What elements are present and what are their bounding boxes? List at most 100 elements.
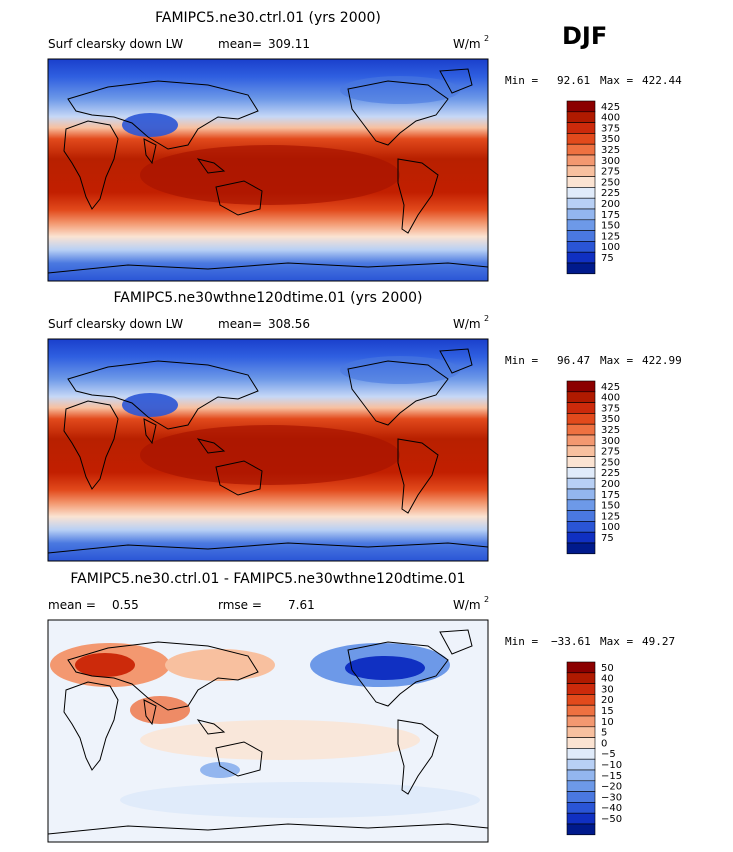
panel-3-title: FAMIPC5.ne30.ctrl.01 - FAMIPC5.ne30wthne…	[70, 571, 465, 587]
colorbar-segment	[566, 467, 596, 479]
colorbar-segment	[566, 704, 596, 717]
panel-3-map	[48, 620, 488, 842]
colorbar-label: −5	[601, 749, 616, 760]
colorbar-segment	[566, 176, 596, 188]
colorbar-segment	[566, 133, 596, 145]
colorbar-segment	[566, 791, 596, 803]
colorbar-label: 5	[601, 728, 607, 739]
colorbar-label: −30	[601, 792, 622, 803]
colorbar-label: 175	[601, 210, 620, 221]
colorbar-segment	[566, 694, 596, 706]
colorbar-segment	[566, 456, 596, 468]
colorbar-label: 175	[601, 490, 620, 501]
colorbar-segment	[566, 748, 596, 760]
colorbar-segment	[566, 683, 596, 695]
panel-3-units: W/m 2	[453, 595, 489, 612]
panel-1-frame	[47, 58, 489, 282]
colorbar-segment	[566, 715, 596, 728]
units-sup: 2	[484, 595, 489, 604]
colorbar-label: 300	[601, 156, 620, 167]
colorbar-segment	[566, 197, 596, 210]
colorbar-label: −50	[601, 814, 622, 825]
colorbar-label: 50	[601, 663, 614, 674]
colorbar-label: 400	[601, 393, 620, 404]
colorbar-label: 100	[601, 522, 620, 533]
colorbar-segment	[566, 413, 596, 425]
colorbar-segment	[566, 445, 596, 457]
panel-1: FAMIPC5.ne30.ctrl.01 (yrs 2000) Surf cle…	[47, 10, 682, 282]
colorbar-label: 200	[601, 479, 620, 490]
panel-3-mean-value: 0.55	[112, 598, 139, 612]
colorbar-label: 30	[601, 684, 614, 695]
colorbar-segment	[566, 100, 596, 113]
panel-1-min-label: Min =	[505, 74, 538, 87]
panel-3-max-label: Max =	[600, 635, 633, 648]
panel-1-title: FAMIPC5.ne30.ctrl.01 (yrs 2000)	[155, 10, 381, 26]
season-label: DJF	[562, 22, 607, 50]
panel-3-frame	[47, 619, 489, 843]
colorbar-segment	[566, 262, 596, 275]
panel-2-max-value: 422.99	[642, 354, 682, 367]
colorbar-label: 425	[601, 382, 620, 393]
panel-1-field: Surf clearsky down LW	[48, 37, 183, 51]
colorbar-label: 125	[601, 511, 620, 522]
colorbar-label: 250	[601, 177, 620, 188]
colorbar-segment	[566, 241, 596, 253]
colorbar-label: 225	[601, 468, 620, 479]
panel-1-units: W/m 2	[453, 34, 489, 51]
panel-1-map	[48, 59, 488, 281]
colorbar-segment	[566, 230, 596, 242]
panel-1-colorbar: 4254003753503253002752502252001751501251…	[566, 100, 620, 275]
colorbar-label: 0	[601, 738, 607, 749]
units-base: W/m	[453, 37, 481, 51]
colorbar-label: 100	[601, 242, 620, 253]
panel-3-rmse-value: 7.61	[288, 598, 315, 612]
panel-1-min-value: 92.61	[557, 74, 590, 87]
units-base: W/m	[453, 317, 481, 331]
colorbar-label: 250	[601, 457, 620, 468]
colorbar-label: 150	[601, 221, 620, 232]
colorbar-label: 10	[601, 717, 614, 728]
panel-3-min-label: Min =	[505, 635, 538, 648]
colorbar-segment	[566, 208, 596, 221]
colorbar-label: 350	[601, 134, 620, 145]
panel-1-mean-value: 309.11	[268, 37, 310, 51]
colorbar-label: 400	[601, 113, 620, 124]
panel-2-units: W/m 2	[453, 314, 489, 331]
colorbar-segment	[566, 726, 596, 738]
colorbar-segment	[566, 111, 596, 123]
units-sup: 2	[484, 314, 489, 323]
colorbar-segment	[566, 521, 596, 533]
colorbar-segment	[566, 391, 596, 403]
colorbar-segment	[566, 542, 596, 555]
units-sup: 2	[484, 34, 489, 43]
colorbar-segment	[566, 187, 596, 199]
colorbar-label: 15	[601, 706, 614, 717]
colorbar-label: 375	[601, 403, 620, 414]
colorbar-segment	[566, 672, 596, 684]
colorbar-label: 325	[601, 145, 620, 156]
panel-2-colorbar: 4254003753503253002752502252001751501251…	[566, 380, 620, 555]
panel-2-field: Surf clearsky down LW	[48, 317, 183, 331]
colorbar-segment	[566, 154, 596, 167]
colorbar-segment	[566, 251, 596, 264]
colorbar-segment	[566, 802, 596, 814]
units-base: W/m	[453, 598, 481, 612]
colorbar-segment	[566, 122, 596, 134]
colorbar-label: 20	[601, 695, 614, 706]
colorbar-segment	[566, 165, 596, 177]
colorbar-segment	[566, 780, 596, 792]
panel-2-frame	[47, 338, 489, 562]
colorbar-segment	[566, 531, 596, 544]
panel-3-mean-label: mean =	[48, 598, 96, 612]
panel-2-mean-value: 308.56	[268, 317, 310, 331]
colorbar-segment	[566, 219, 596, 231]
panel-2-map	[48, 339, 488, 561]
panel-2-mean-label: mean=	[218, 317, 262, 331]
colorbar-segment	[566, 402, 596, 414]
colorbar-segment	[566, 510, 596, 522]
colorbar-label: −15	[601, 771, 622, 782]
colorbar-segment	[566, 758, 596, 771]
panel-2-min-value: 96.47	[557, 354, 590, 367]
